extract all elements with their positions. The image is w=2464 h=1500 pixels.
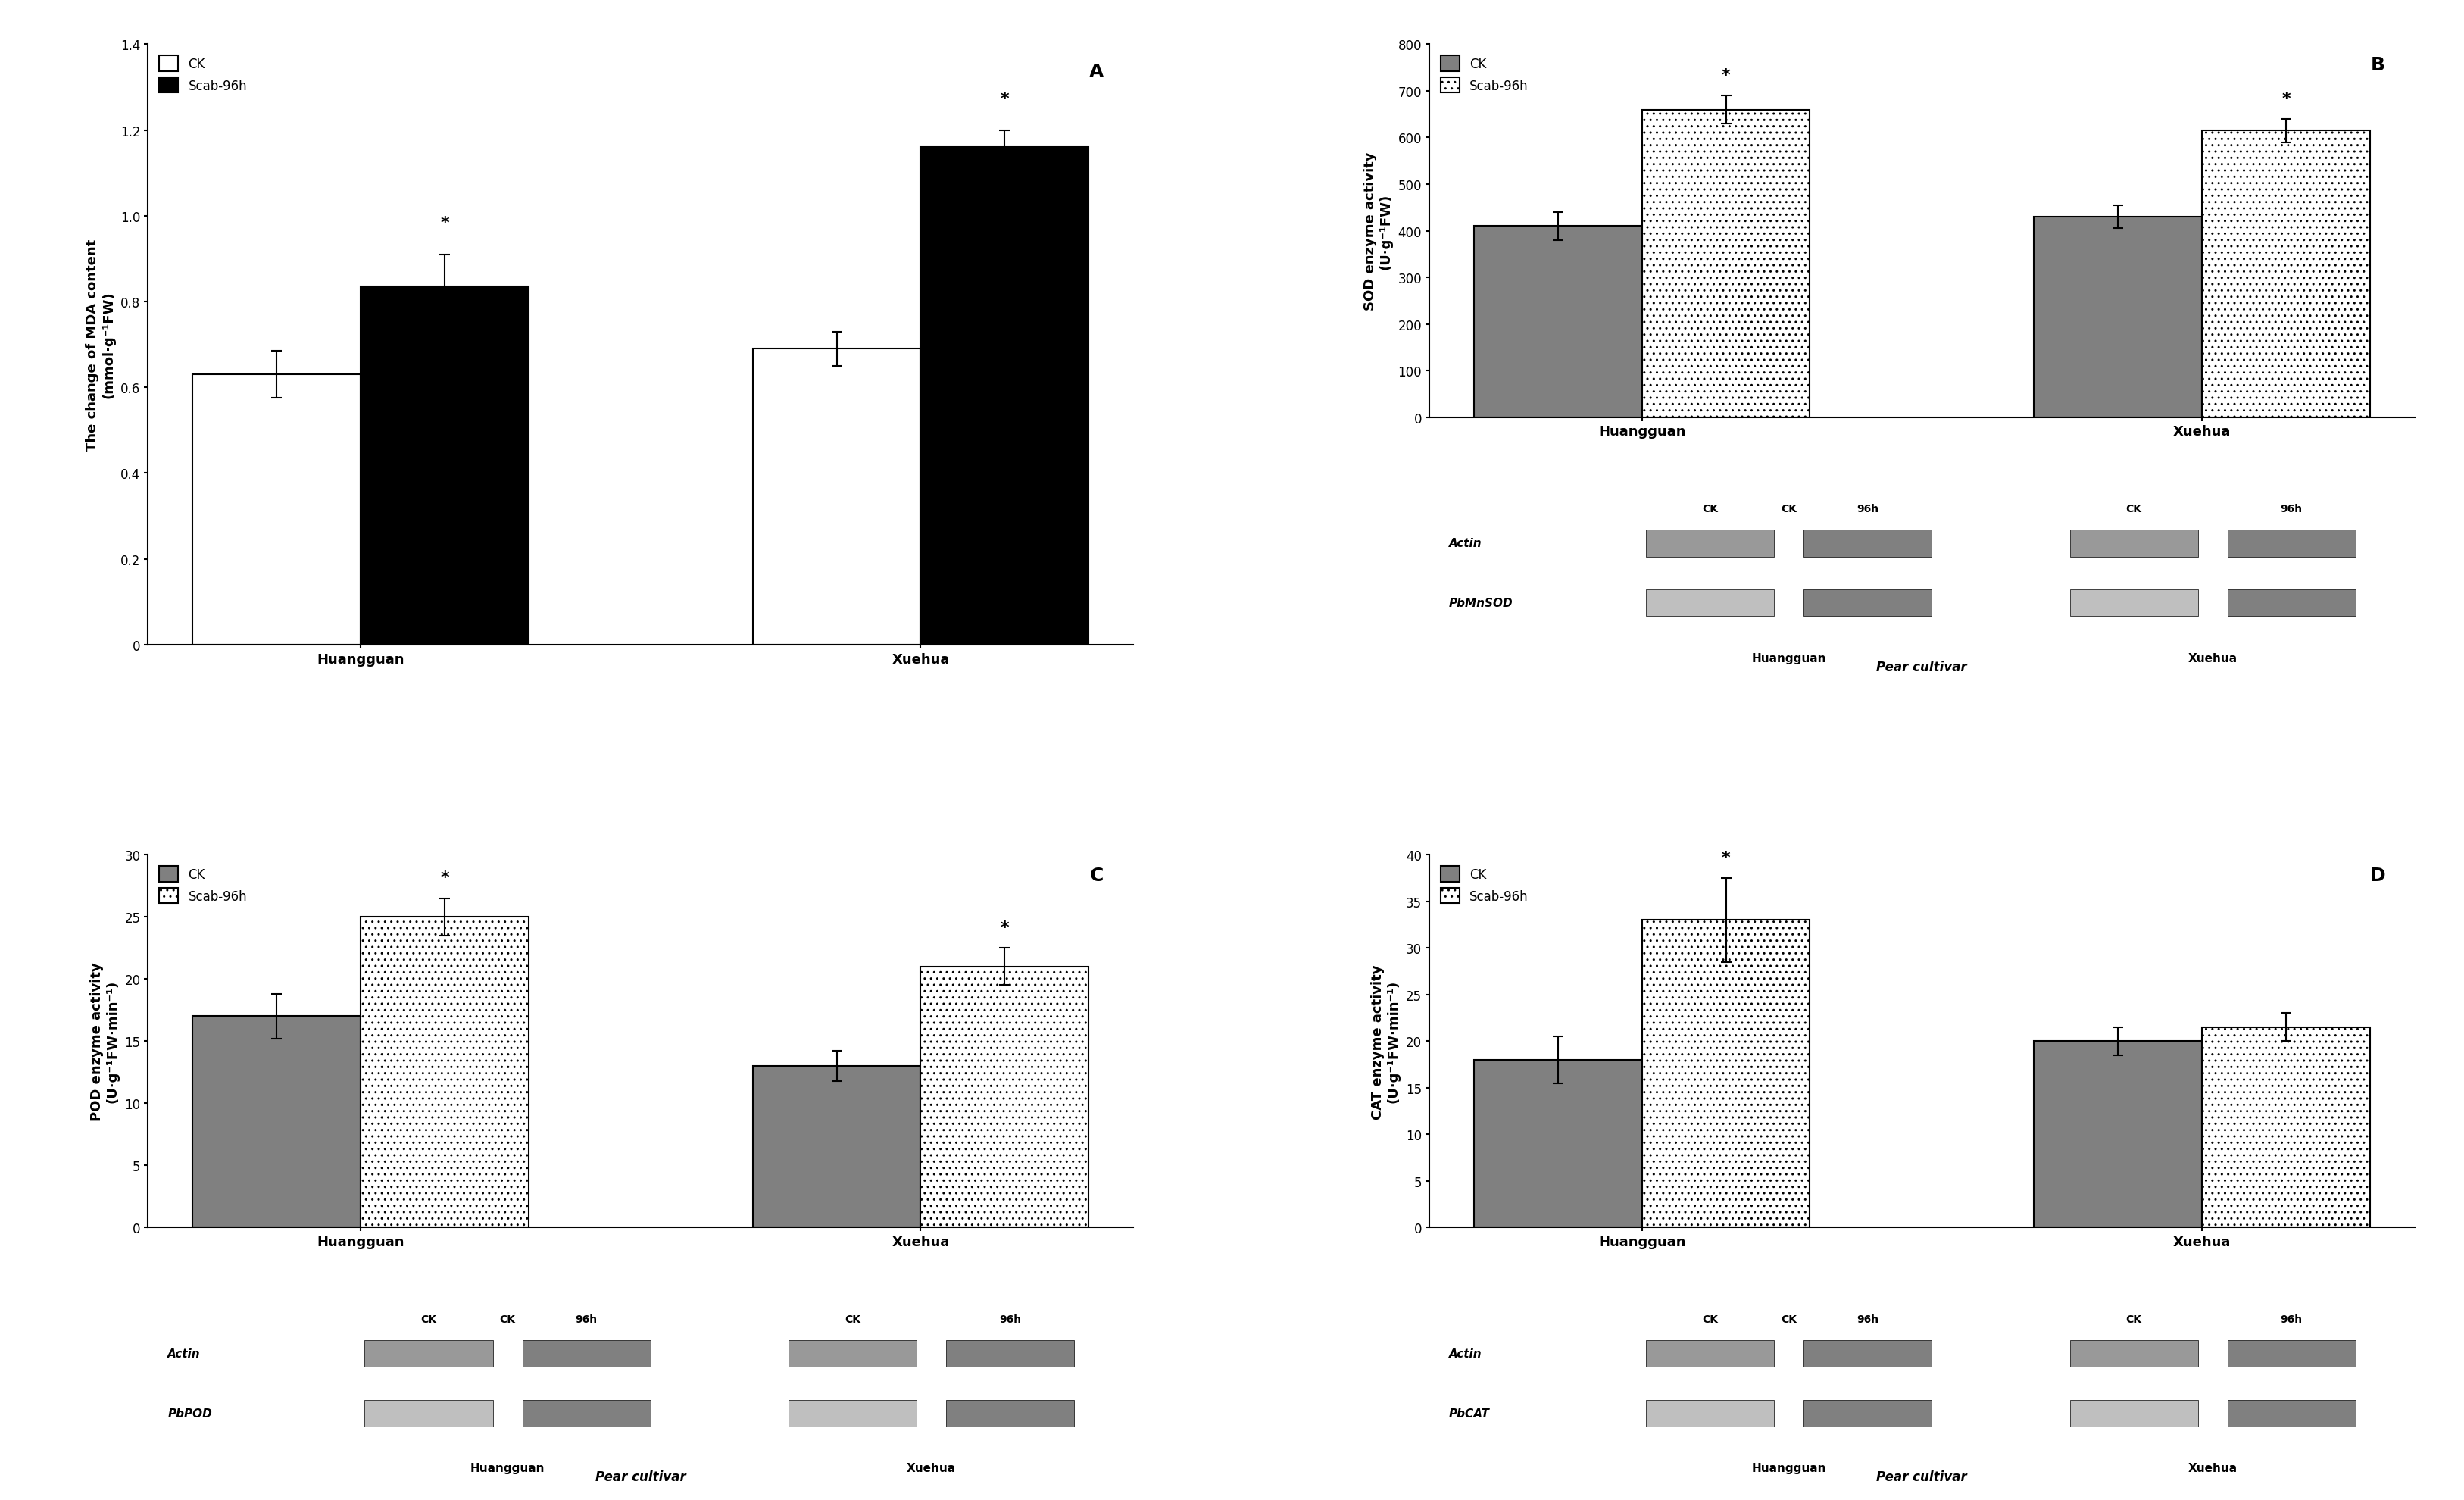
- Legend: CK, Scab-96h: CK, Scab-96h: [155, 861, 251, 909]
- Bar: [1646, 530, 1774, 556]
- Text: C: C: [1089, 865, 1104, 885]
- Bar: [2070, 530, 2198, 556]
- Bar: [1646, 590, 1774, 616]
- Bar: [788, 1340, 917, 1367]
- Text: Huangguan: Huangguan: [1752, 652, 1826, 664]
- Bar: [2227, 1340, 2356, 1367]
- Text: Xuehua: Xuehua: [2188, 652, 2237, 664]
- Bar: [1804, 590, 1932, 616]
- Text: PbCAT: PbCAT: [1449, 1407, 1491, 1419]
- Text: CK: CK: [421, 1314, 436, 1324]
- Text: *: *: [2282, 92, 2292, 106]
- Text: CK: CK: [2126, 1314, 2141, 1324]
- Bar: [2070, 1340, 2198, 1367]
- Bar: [1804, 530, 1932, 556]
- Bar: [2070, 1400, 2198, 1426]
- Bar: [522, 1340, 650, 1367]
- Text: CK: CK: [500, 1314, 515, 1324]
- Bar: [922, 968, 1089, 1227]
- Text: *: *: [1000, 92, 1010, 106]
- Bar: [360, 286, 530, 645]
- Text: 96h: 96h: [2282, 1314, 2301, 1324]
- Text: 96h: 96h: [1858, 504, 1878, 515]
- Bar: [1646, 1340, 1774, 1367]
- Text: Huangguan: Huangguan: [1752, 1462, 1826, 1474]
- Bar: [2033, 217, 2203, 417]
- Bar: [192, 1017, 360, 1227]
- Text: Actin: Actin: [168, 1348, 200, 1359]
- Text: Xuehua: Xuehua: [907, 1462, 956, 1474]
- Legend: CK, Scab-96h: CK, Scab-96h: [1437, 51, 1533, 99]
- Text: A: A: [1089, 63, 1104, 81]
- Bar: [2033, 1041, 2203, 1227]
- Bar: [1804, 1340, 1932, 1367]
- Bar: [1646, 1400, 1774, 1426]
- Text: *: *: [441, 216, 448, 231]
- Text: D: D: [2370, 865, 2385, 885]
- Bar: [1473, 226, 1641, 417]
- Bar: [922, 148, 1089, 645]
- Text: CK: CK: [1703, 1314, 1717, 1324]
- Y-axis label: POD enzyme activity
(U·g⁻¹FW·min⁻¹): POD enzyme activity (U·g⁻¹FW·min⁻¹): [89, 962, 118, 1120]
- Bar: [2203, 130, 2370, 417]
- Text: CK: CK: [1781, 1314, 1796, 1324]
- Text: 96h: 96h: [1858, 1314, 1878, 1324]
- Text: *: *: [1722, 850, 1730, 865]
- Text: B: B: [2370, 55, 2385, 75]
- Bar: [946, 1340, 1074, 1367]
- Bar: [192, 375, 360, 645]
- Bar: [2070, 590, 2198, 616]
- Bar: [1804, 1400, 1932, 1426]
- Text: 96h: 96h: [1000, 1314, 1020, 1324]
- Text: PbPOD: PbPOD: [168, 1407, 212, 1419]
- Text: PbMnSOD: PbMnSOD: [1449, 597, 1513, 609]
- Y-axis label: The change of MDA content
(mmol·g⁻¹FW): The change of MDA content (mmol·g⁻¹FW): [86, 238, 116, 452]
- Text: Actin: Actin: [1449, 538, 1481, 549]
- Text: Pear cultivar: Pear cultivar: [1878, 660, 1966, 674]
- Text: CK: CK: [2126, 504, 2141, 515]
- Bar: [1641, 920, 1811, 1227]
- Bar: [1473, 1060, 1641, 1227]
- Text: CK: CK: [845, 1314, 860, 1324]
- Text: CK: CK: [1781, 504, 1796, 515]
- Bar: [2227, 530, 2356, 556]
- Legend: CK, Scab-96h: CK, Scab-96h: [155, 51, 251, 99]
- Bar: [2203, 1028, 2370, 1227]
- Text: *: *: [1000, 920, 1010, 934]
- Text: Pear cultivar: Pear cultivar: [596, 1470, 685, 1483]
- Bar: [788, 1400, 917, 1426]
- Text: Pear cultivar: Pear cultivar: [1878, 1470, 1966, 1483]
- Text: Huangguan: Huangguan: [471, 1462, 545, 1474]
- Bar: [2227, 1400, 2356, 1426]
- Text: *: *: [441, 870, 448, 885]
- Bar: [1641, 110, 1811, 417]
- Y-axis label: CAT enzyme activity
(U·g⁻¹FW·min⁻¹): CAT enzyme activity (U·g⁻¹FW·min⁻¹): [1370, 965, 1400, 1119]
- Text: Xuehua: Xuehua: [2188, 1462, 2237, 1474]
- Text: 96h: 96h: [577, 1314, 596, 1324]
- Bar: [752, 1066, 922, 1227]
- Bar: [365, 1340, 493, 1367]
- Bar: [2227, 590, 2356, 616]
- Y-axis label: SOD enzyme activity
(U·g⁻¹FW): SOD enzyme activity (U·g⁻¹FW): [1363, 152, 1392, 310]
- Bar: [360, 916, 530, 1227]
- Text: 96h: 96h: [2282, 504, 2301, 515]
- Bar: [946, 1400, 1074, 1426]
- Legend: CK, Scab-96h: CK, Scab-96h: [1437, 861, 1533, 909]
- Bar: [365, 1400, 493, 1426]
- Text: Actin: Actin: [1449, 1348, 1481, 1359]
- Bar: [752, 350, 922, 645]
- Text: *: *: [1722, 68, 1730, 82]
- Text: CK: CK: [1703, 504, 1717, 515]
- Bar: [522, 1400, 650, 1426]
